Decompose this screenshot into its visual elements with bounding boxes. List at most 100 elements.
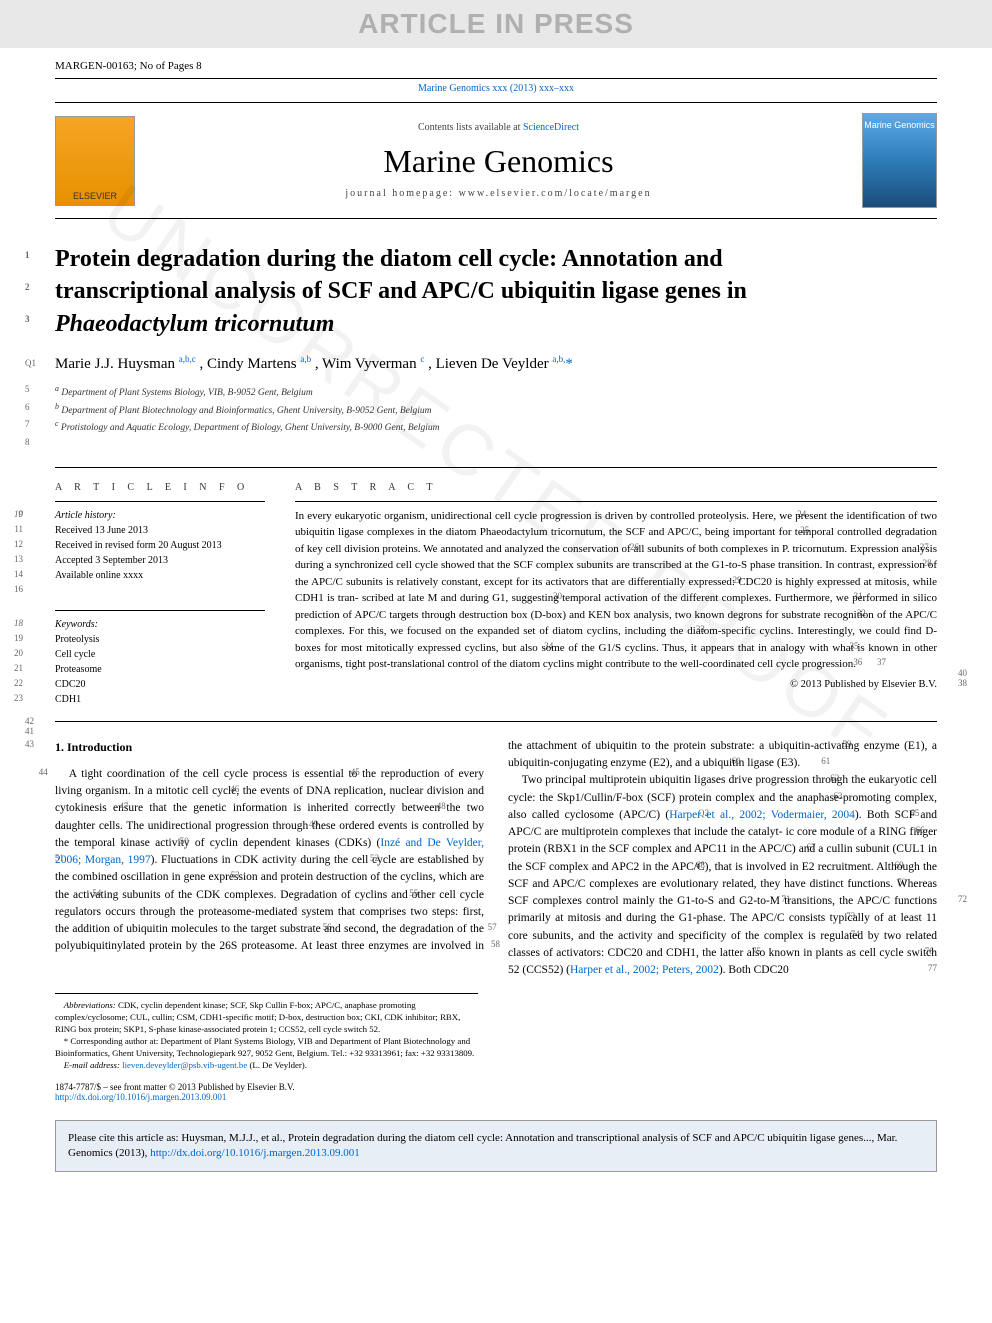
abs-t: annotated and analyzed the conservation … [440,543,898,555]
abbreviations: Abbreviations: CDK, cyclin dependent kin… [55,1000,478,1036]
history-received: 11Received 13 June 2013 [55,523,265,538]
hist-text: Accepted 3 September 2013 [55,555,168,566]
copyright-text: © 2013 Published by Elsevier B.V. [790,679,937,690]
kw-text: CDH1 [55,694,81,705]
section-rule: 42 41 [55,721,937,722]
line-num: 45 [351,766,360,780]
line-num: 12 [3,538,23,552]
body-line: cyclosome (APC/C) (Harper et al., 2002; … [565,809,890,821]
line-num: 72 [958,893,967,907]
title-line-3: Phaeodactylum tricornutum [55,311,334,337]
footnotes: Abbreviations: CDK, cyclin dependent kin… [55,993,478,1071]
line-num: 43 [25,738,34,752]
citation-link[interactable]: Harper et al., 2002; Peters, 2002 [570,964,719,976]
top-rule [55,78,937,79]
email-link[interactable]: lieven.deveylder@psb.vib-ugent.be [122,1060,247,1070]
body-line: 44A tight coordination of the cell cycle… [69,768,376,780]
affil-text: Department of Plant Biotechnology and Bi… [59,406,432,416]
journal-homepage: journal homepage: www.elsevier.com/locat… [135,188,862,199]
info-abstract-row: A R T I C L E I N F O 9 10Article histor… [55,467,937,707]
abs-line: scribed at late M and during G1, suggest… [362,592,833,604]
line-num: 1 [25,249,30,261]
keyword: 20Cell cycle [55,647,265,662]
kw-text: Cell cycle [55,649,95,660]
body-t: mainly the G1-to-S and G2-to-M transitio… [623,895,937,907]
body-t: primarily at mitosis and during the G1-p… [508,912,825,924]
email-suffix: (L. De Veylder). [247,1060,307,1070]
author-1: Marie J.J. Huysman [55,356,179,372]
journal-ref-link[interactable]: Marine Genomics xxx (2013) xxx–xxx [418,83,574,94]
body-t: A tight coordination of the cell cycle p… [69,768,376,780]
line-num: 10 [3,508,23,522]
body-line: mainly the G1-to-S and G2-to-M transitio… [623,895,937,907]
keywords: 18Keywords: 19Proteolysis 20Cell cycle 2… [55,610,265,707]
issn-line: 1874-7787/$ – see front matter © 2013 Pu… [55,1082,937,1092]
doi-link[interactable]: http://dx.doi.org/10.1016/j.margen.2013.… [55,1092,226,1102]
intro-para-2: Two principal multiprotein ubiquitin lig… [508,772,937,979]
elsevier-logo: ELSEVIER [55,116,135,206]
affiliation-b: 6b Department of Plant Biotechnology and… [55,401,937,418]
kw-text: Keywords: [55,619,98,630]
contents-prefix: Contents lists available at [418,122,523,133]
body-t: Two principal multiprotein ubiquitin lig… [522,774,809,786]
cite-doi-link[interactable]: http://dx.doi.org/10.1016/j.margen.2013.… [150,1147,360,1159]
article-history: 9 10Article history: 11Received 13 June … [55,501,265,598]
body-t: cyclin dependent kinases (CDKs) ( [210,837,381,849]
line-num: 57 [488,921,497,935]
keyword: 21Proteasome [55,662,265,677]
body-t: complex and APC2 in the APC/C), that is … [549,861,874,873]
citation-link[interactable]: Morgan, 1997 [85,854,151,866]
abstract: A B S T R A C T In every eukaryotic orga… [295,482,937,707]
abs-line: In every eukaryotic organism, unidirecti… [295,510,776,522]
body-line: primarily at mitosis and during the G1-p… [508,912,825,924]
author-4-sup: a,b, [552,354,565,364]
elsevier-label: ELSEVIER [73,191,117,201]
body-line: CDC20 and CDH1, the latter also known in… [608,947,904,959]
author-3: , Wim Vyverman [315,356,421,372]
title-line-1: Protein degradation during the diatom ce… [55,246,723,272]
authors: Q1 Marie J.J. Huysman a,b,c , Cindy Mart… [55,354,937,373]
masthead-center: Contents lists available at ScienceDirec… [135,122,862,199]
history-revised: 12Received in revised form 20 August 201… [55,538,265,553]
history-accepted: 13Accepted 3 September 2013 [55,553,265,568]
sciencedirect-link[interactable]: ScienceDirect [523,122,579,133]
abs-t: scribed at late M and during G1, suggest… [362,592,833,604]
body-columns: 43 1. Introduction 44A tight coordinatio… [55,738,937,980]
keyword: 23CDH1 [55,692,265,707]
line-num: 77 [928,962,937,976]
kw-text: Proteolysis [55,634,99,645]
line-num: 53 [231,869,240,883]
body-line: 51Morgan, 1997). Fluctuations in CDK act… [85,854,396,866]
history-blank: 16 [55,583,265,598]
abstract-text: In every eukaryotic organism, unidirecti… [295,501,937,693]
line-num: 19 [3,632,23,646]
cover-label: Marine Genomics [864,120,935,130]
citation-link[interactable]: Harper et al., 2002; Vodermaier, 2004 [669,809,855,821]
line-num: 48 [437,800,446,814]
author-2: , Cindy Martens [200,356,301,372]
press-banner: ARTICLE IN PRESS [0,0,992,48]
journal-cover-thumb: Marine Genomics [862,113,937,208]
affil-text: Department of Plant Systems Biology, VIB… [59,388,313,398]
line-num: 3 [25,313,30,325]
hist-text: Received 13 June 2013 [55,525,148,536]
line-num: 52 [370,852,379,866]
line-num: 6 [25,401,30,414]
line-num: 42 [25,716,34,726]
body-t: CDC20 and CDH1, the latter also known in… [608,947,904,959]
line-num: 50 [180,835,189,849]
journal-name: Marine Genomics [135,143,862,180]
line-num: 55 [409,887,418,901]
line-num: 2 [25,281,30,293]
affiliation-c: 7c Protistology and Aquatic Ecology, Dep… [55,418,937,435]
page: ARTICLE IN PRESS MARGEN-00163; No of Pag… [0,0,992,1192]
hist-text: Available online xxxx [55,570,143,581]
email-label: E-mail address: [64,1060,122,1070]
line-num: 7 [25,418,30,431]
abs-line: annotated and analyzed the conservation … [440,543,898,555]
line-num: 22 [3,677,23,691]
abs-t: to the well-coordinated cell cycle progr… [653,658,856,670]
keywords-label: 18Keywords: [55,617,265,632]
line-num: 8 [25,436,30,449]
body-line: complex and APC2 in the APC/C), that is … [549,861,874,873]
